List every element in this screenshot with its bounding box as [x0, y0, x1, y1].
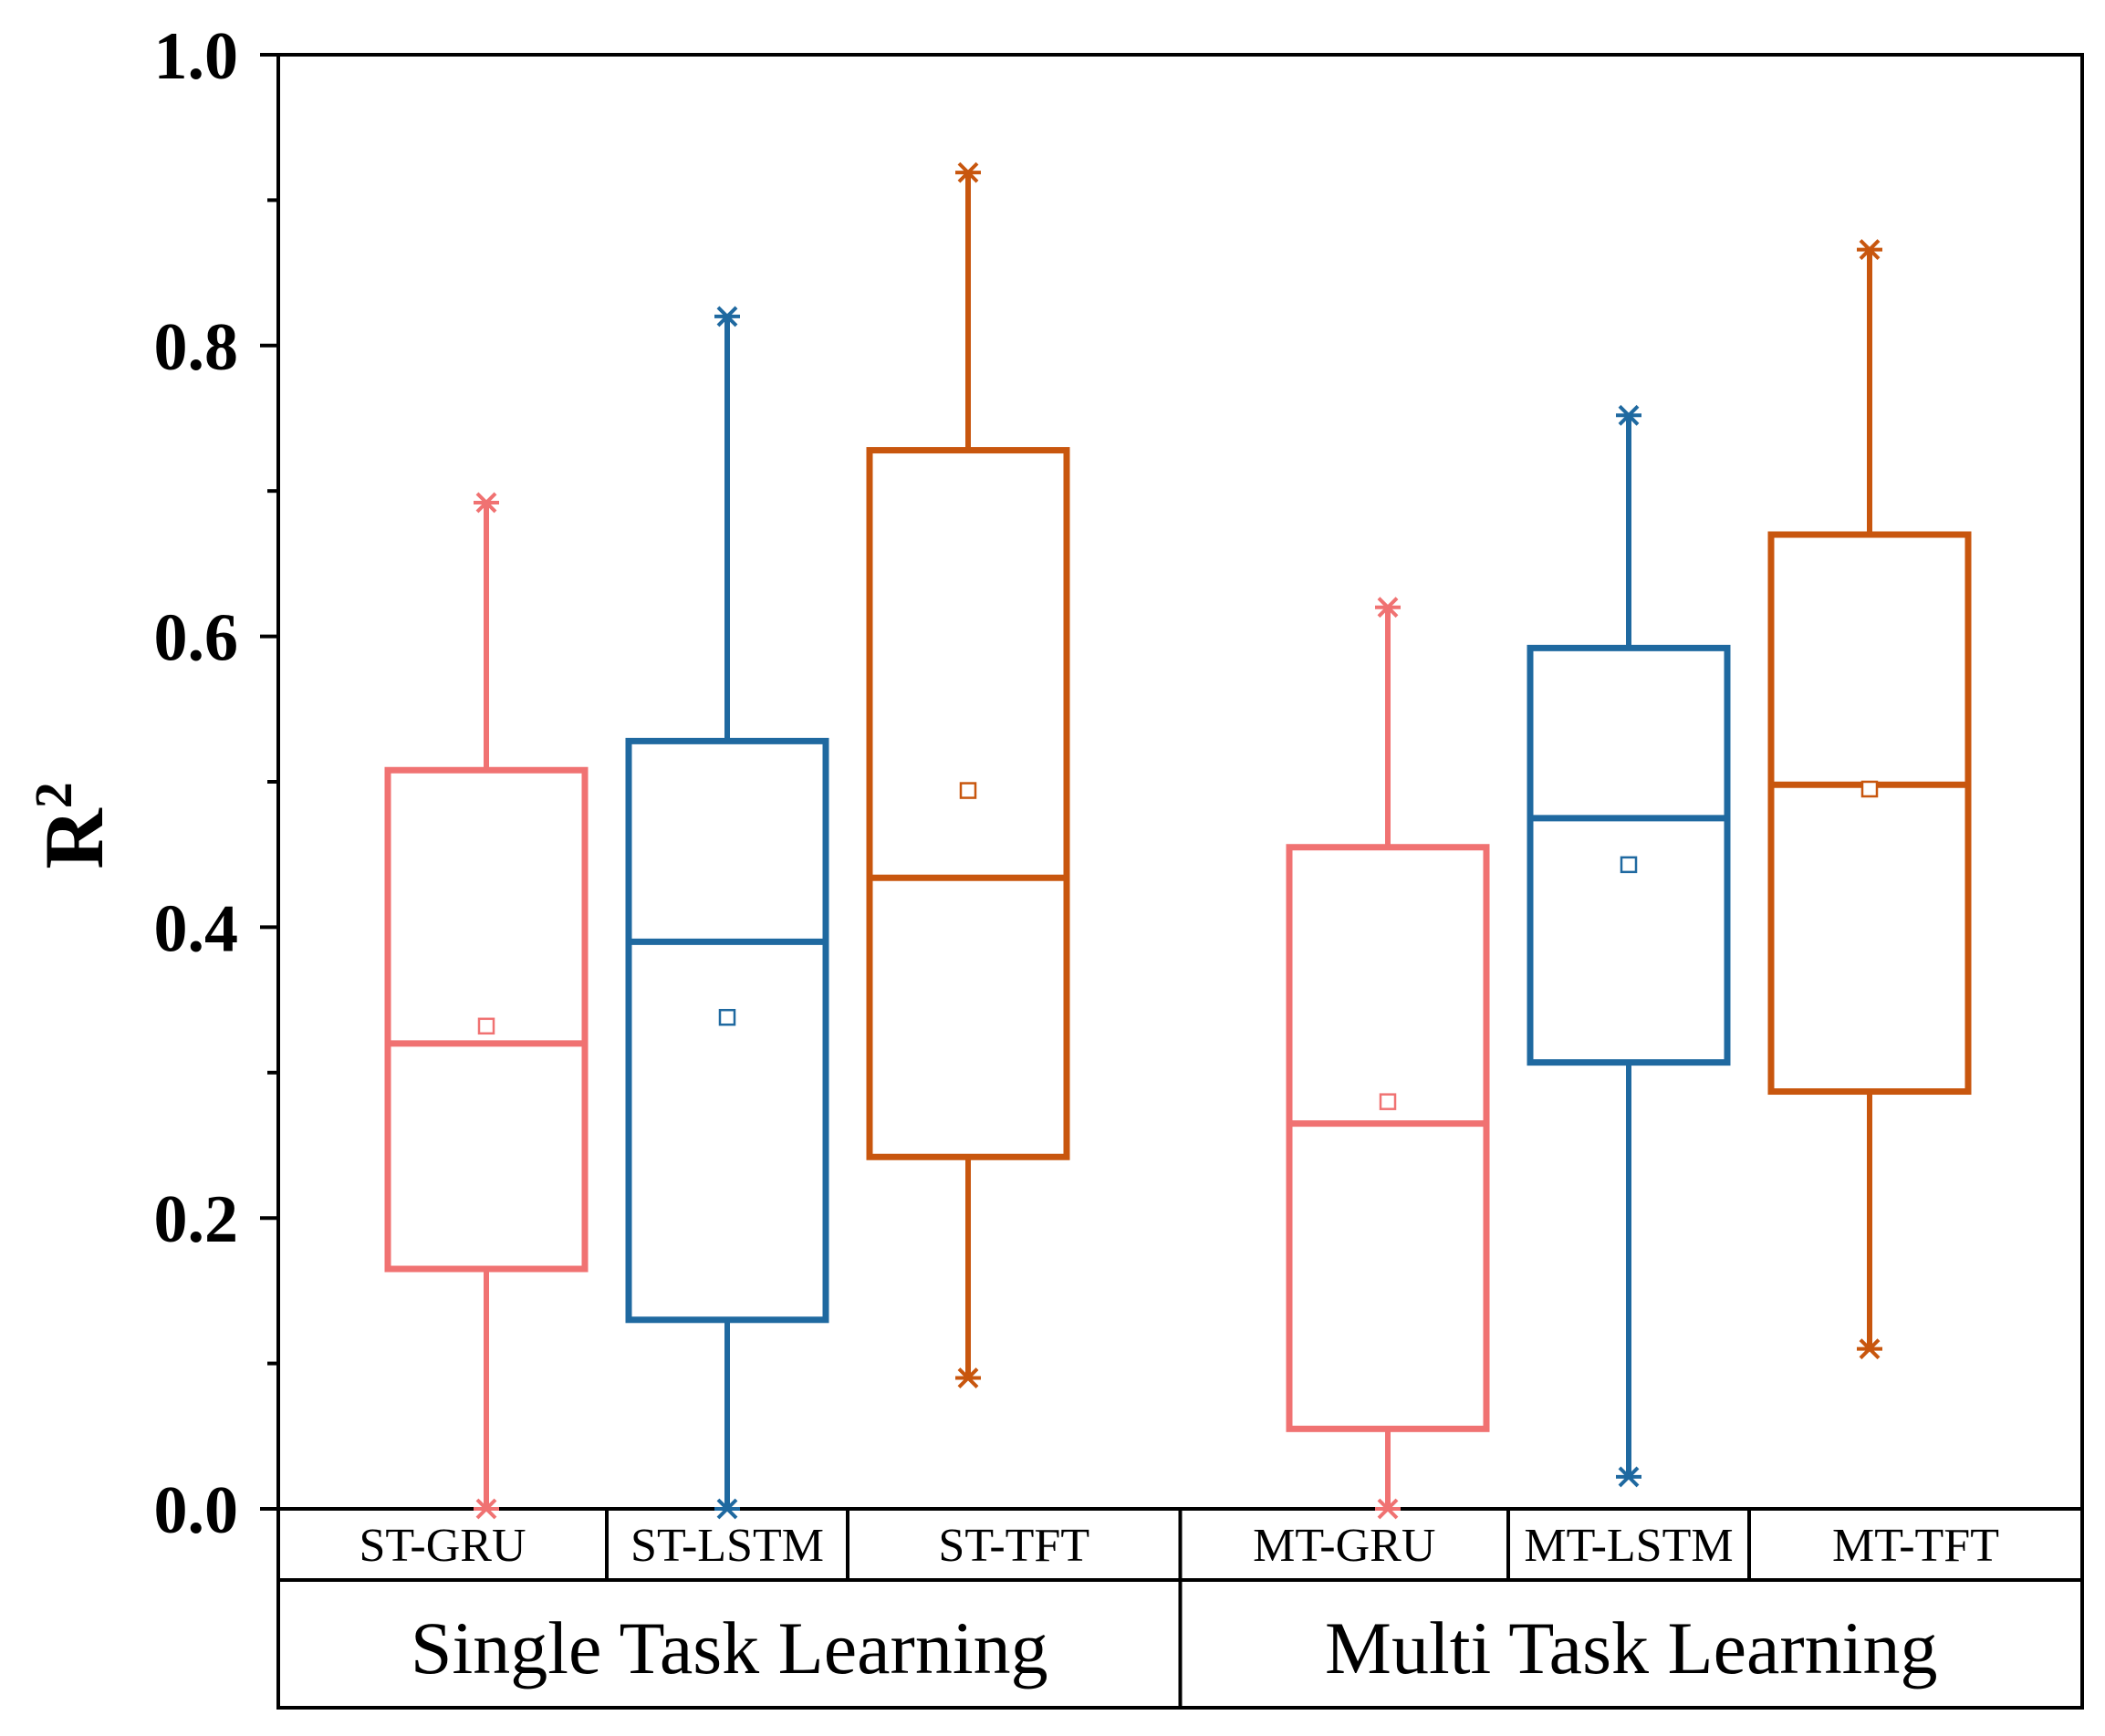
max-marker — [1857, 239, 1882, 261]
marker-stroke — [1618, 404, 1640, 426]
category-label: MT-TFT — [1832, 1520, 1999, 1572]
box-mt-tft — [1767, 239, 1972, 1360]
marker-stroke — [716, 1498, 738, 1520]
iqr-box — [1767, 531, 1972, 1096]
y-axis-label-superscript: 2 — [24, 782, 83, 808]
min-marker — [1616, 1466, 1641, 1488]
box-st-lstm — [625, 306, 829, 1520]
marker-stroke — [475, 492, 497, 514]
axis-layer — [260, 53, 2084, 1710]
mean-marker — [1379, 1093, 1397, 1110]
y-tick-label: 0.0 — [154, 1473, 239, 1548]
iqr-box — [866, 447, 1070, 1160]
marker-stroke — [1859, 1338, 1881, 1360]
mean-marker — [718, 1008, 736, 1026]
max-marker — [474, 492, 499, 514]
group-label: Single Task Learning — [411, 1606, 1048, 1689]
marker-stroke — [1377, 1498, 1399, 1520]
category-label: MT-LSTM — [1524, 1520, 1733, 1572]
iqr-box — [1527, 644, 1731, 1066]
max-marker — [1375, 597, 1401, 619]
y-tick-label: 0.6 — [154, 601, 239, 676]
marker-stroke — [957, 1367, 979, 1388]
category-label: MT-GRU — [1253, 1520, 1435, 1572]
min-marker — [1857, 1338, 1882, 1360]
group-label: Multi Task Learning — [1325, 1606, 1937, 1689]
y-tick-label: 0.2 — [154, 1182, 239, 1257]
category-label: ST-GRU — [359, 1520, 526, 1572]
mean-marker — [1860, 780, 1879, 798]
iqr-box — [1286, 844, 1490, 1432]
iqr-box — [384, 766, 589, 1273]
marker-stroke — [475, 1498, 497, 1520]
box-mt-gru — [1286, 597, 1490, 1520]
box-st-gru — [384, 492, 589, 1520]
category-label: ST-TFT — [938, 1520, 1089, 1572]
marker-stroke — [1859, 239, 1881, 261]
marker-stroke — [716, 306, 738, 327]
iqr-box — [625, 737, 829, 1324]
min-marker — [714, 1498, 740, 1520]
category-label: ST-LSTM — [630, 1520, 824, 1572]
min-marker — [955, 1367, 981, 1388]
y-tick-label: 0.8 — [154, 310, 239, 385]
y-axis-label: R2 — [24, 782, 120, 868]
max-marker — [955, 161, 981, 183]
min-marker — [1375, 1498, 1401, 1520]
min-marker — [474, 1498, 499, 1520]
marker-stroke — [957, 161, 979, 183]
mean-marker — [959, 782, 977, 799]
mean-marker — [1620, 856, 1638, 874]
max-marker — [1616, 404, 1641, 426]
y-tick-label: 1.0 — [154, 19, 239, 94]
marker-stroke — [1618, 1466, 1640, 1488]
label-layer: 0.0 0.2 0.4 0.6 0.8 1.0 ST-GRU ST-LSTM ST-TFT MT-… — [154, 19, 2000, 1689]
box-mt-lstm — [1527, 404, 1731, 1488]
y-axis-label-main: R — [27, 807, 120, 869]
box-st-tft — [866, 161, 1070, 1388]
plot-frame — [276, 53, 2084, 1710]
box-layer — [384, 161, 1972, 1520]
mean-marker — [477, 1017, 495, 1035]
marker-stroke — [1377, 597, 1399, 619]
max-marker — [714, 306, 740, 327]
y-tick-label: 0.4 — [154, 891, 239, 966]
